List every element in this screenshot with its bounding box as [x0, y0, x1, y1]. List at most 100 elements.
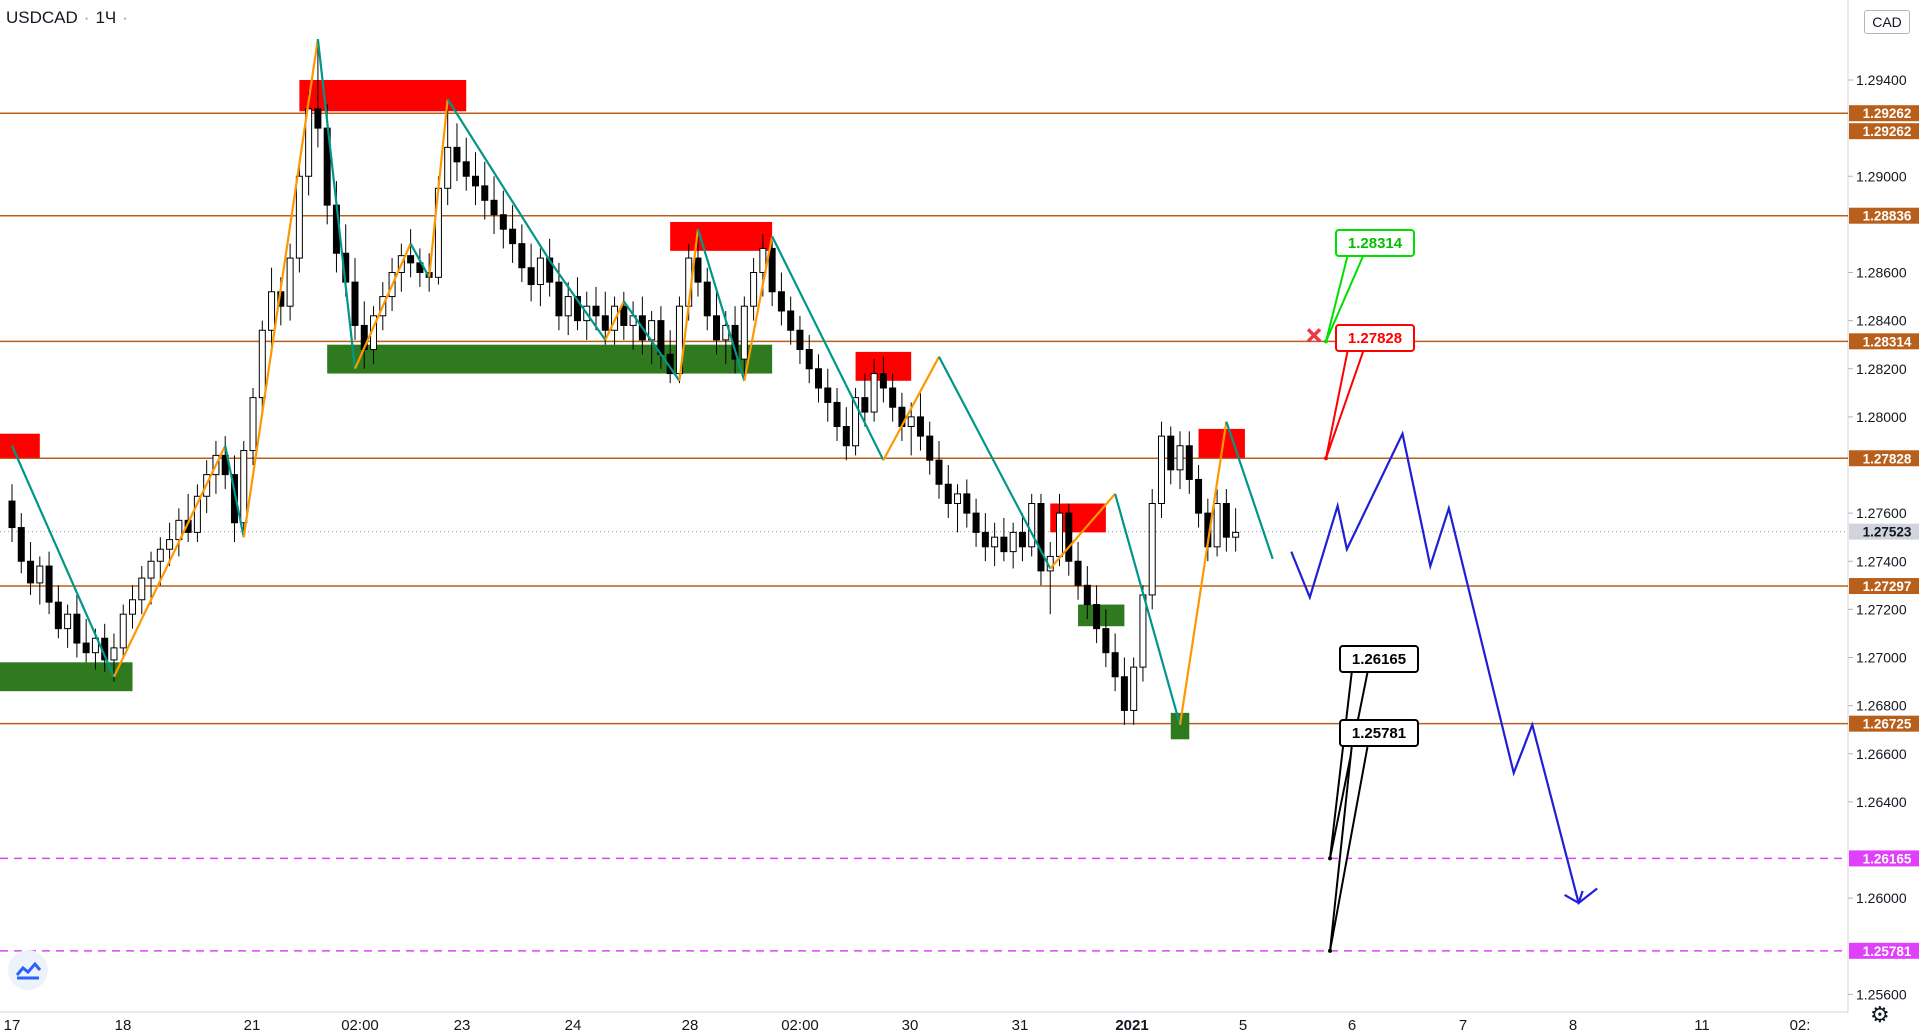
time-label-3: 02:00 — [341, 1017, 379, 1034]
time-label-15: 11 — [1694, 1017, 1710, 1034]
candle — [1167, 435, 1175, 471]
stop-callout-text: 1.27828 — [1348, 330, 1402, 347]
zigzag-segment — [1225, 421, 1274, 560]
axis-label-resistance-2-bg — [1849, 207, 1919, 224]
axis-label-support-1: 1.27297 — [1863, 579, 1912, 594]
stop-callout-box — [1335, 324, 1415, 352]
candle — [536, 257, 544, 286]
candle — [268, 291, 276, 331]
time-label-2: 21 — [244, 1017, 261, 1034]
candle — [295, 175, 303, 259]
candle — [82, 642, 90, 654]
candle — [509, 228, 517, 245]
tradingview-logo-icon[interactable] — [8, 950, 48, 990]
demand-zone-0 — [327, 344, 773, 374]
price-tick-label-13: 1.26000 — [1856, 890, 1907, 906]
price-tick-label-11: 1.26600 — [1856, 746, 1907, 762]
zigzag-segment — [678, 229, 700, 381]
candle — [314, 108, 322, 129]
candle — [490, 199, 498, 216]
demand-zone-3 — [0, 662, 133, 692]
target-1-callout: 1.26165 — [1328, 645, 1419, 861]
zigzag-segment — [938, 356, 1052, 569]
time-label-14: 8 — [1569, 1017, 1577, 1034]
zigzag-segment — [548, 259, 607, 341]
candle — [1222, 503, 1230, 538]
candle — [240, 450, 248, 524]
candles-group — [8, 39, 1240, 725]
candle — [119, 613, 127, 649]
candle — [1074, 560, 1082, 586]
symbol-title[interactable]: USDCAD · 1Ч · — [6, 8, 128, 27]
candle — [1065, 512, 1073, 562]
axis-label-resistance-1: 1.29262 — [1863, 106, 1912, 121]
candle — [110, 647, 118, 661]
candle — [759, 247, 767, 273]
zigzag-segment — [622, 300, 681, 382]
candle — [889, 387, 897, 408]
candle — [305, 108, 313, 177]
candle — [555, 281, 563, 317]
zigzag-segment — [696, 228, 746, 382]
zigzag-segment — [224, 445, 245, 538]
candle — [546, 257, 554, 283]
candle — [1157, 435, 1165, 504]
axis-label-resistance-1-dup: 1.29262 — [1863, 124, 1912, 139]
candle — [286, 257, 294, 307]
candle — [64, 613, 72, 630]
candle — [45, 565, 53, 603]
candle — [91, 637, 99, 654]
time-label-6: 28 — [682, 1017, 699, 1034]
time-label-5: 24 — [565, 1017, 582, 1034]
candle — [1120, 676, 1128, 711]
price-tick-label-14: 1.25600 — [1856, 986, 1907, 1002]
time-label-0: 17 — [4, 1017, 21, 1034]
time-label-4: 23 — [454, 1017, 471, 1034]
candle — [527, 267, 535, 286]
axis-label-entry-bg — [1849, 333, 1919, 350]
axis-label-target-2: 1.25781 — [1863, 944, 1912, 959]
target-1-callout-box — [1339, 645, 1419, 673]
candle — [351, 281, 359, 326]
candle — [926, 435, 934, 461]
candle — [1148, 503, 1156, 596]
candle — [1185, 445, 1193, 480]
candle — [963, 493, 971, 514]
price-tick-label-1: 1.29000 — [1856, 168, 1907, 184]
candle — [861, 397, 869, 413]
axis-label-support-1-bg — [1849, 578, 1919, 595]
candle — [805, 349, 813, 370]
target-2-callout-text: 1.25781 — [1352, 725, 1406, 742]
time-label-8: 30 — [902, 1017, 919, 1034]
candle — [166, 539, 174, 550]
candle — [814, 368, 822, 389]
candle — [954, 493, 962, 504]
candle — [36, 565, 44, 584]
price-tick-label-10: 1.26800 — [1856, 698, 1907, 714]
zigzag-segment — [771, 235, 885, 461]
candle — [17, 527, 25, 562]
zigzag-segment — [112, 445, 227, 678]
price-tick-label-8: 1.27200 — [1856, 601, 1907, 617]
candle — [1213, 503, 1221, 548]
currency-badge[interactable]: CAD — [1864, 10, 1910, 34]
candle — [54, 601, 62, 630]
gear-icon[interactable]: ⚙ — [1870, 1002, 1890, 1027]
axis-label-entry: 1.28314 — [1863, 334, 1912, 349]
stop-callout-pointer — [1325, 348, 1366, 459]
entry-callout-anchor — [1324, 339, 1328, 344]
time-label-9: 31 — [1012, 1017, 1029, 1034]
axis-label-resistance-1-dup-bg — [1849, 123, 1919, 140]
supply-zone-1 — [670, 221, 773, 251]
candle — [1130, 666, 1138, 711]
price-tick-label-3: 1.28400 — [1856, 313, 1907, 329]
candle — [1102, 628, 1110, 654]
axis-label-support-2: 1.26725 — [1863, 717, 1912, 732]
candle — [1232, 531, 1240, 538]
candle — [620, 305, 628, 326]
price-tick-label-7: 1.27400 — [1856, 553, 1907, 569]
zigzag-segment — [882, 356, 940, 461]
candle — [138, 577, 146, 601]
time-label-16: 02: — [1790, 1017, 1811, 1034]
